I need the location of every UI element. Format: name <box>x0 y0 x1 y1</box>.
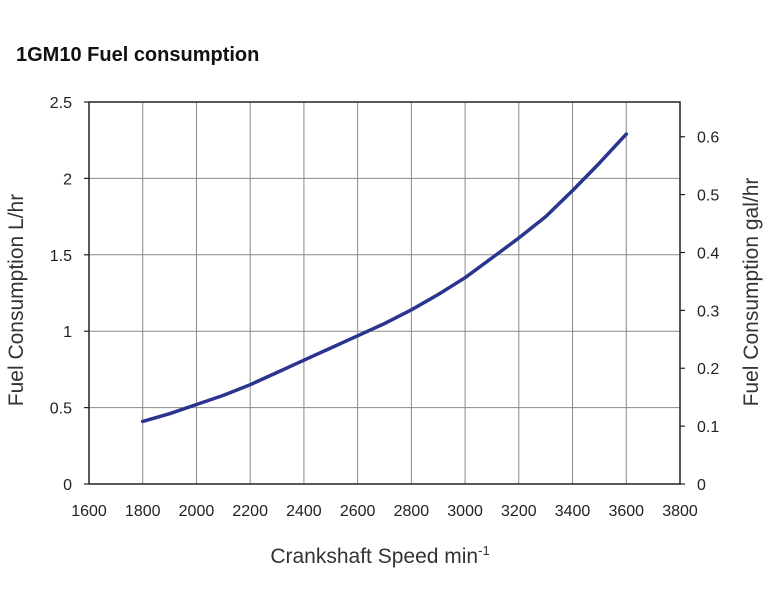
y-right-axis-ticks: 0 0.1 0.2 0.3 0.4 0.5 0.6 <box>697 130 719 494</box>
y-right-tick-label: 0.6 <box>697 130 719 147</box>
grid <box>88 101 681 485</box>
x-axis-ticks: 1600 1800 2000 2200 2400 2600 2800 3000 3200 3400… <box>71 503 698 520</box>
x-tick-label: 1800 <box>125 503 161 520</box>
plot-frame <box>84 101 685 485</box>
x-tick-label: 2800 <box>394 503 430 520</box>
x-tick-label: 2400 <box>286 503 322 520</box>
y-right-axis-label: Fuel Consumption gal/hr <box>740 178 763 407</box>
y-left-tick-label: 2.5 <box>50 95 72 112</box>
x-tick-label: 3800 <box>662 503 698 520</box>
y-right-tick-label: 0.5 <box>697 188 719 205</box>
x-tick-label: 3400 <box>555 503 591 520</box>
x-tick-label: 2600 <box>340 503 376 520</box>
y-left-tick-label: 1.5 <box>50 248 72 265</box>
chart-title: 1GM10 Fuel consumption <box>16 44 260 66</box>
y-left-tick-label: 0.5 <box>50 401 72 418</box>
x-axis-label: Crankshaft Speed min-1 <box>270 543 489 568</box>
x-tick-label: 2200 <box>232 503 268 520</box>
plot-border <box>88 101 681 485</box>
y-left-tick-label: 0 <box>63 477 72 494</box>
y-right-tick-label: 0.1 <box>697 419 719 436</box>
y-left-tick-label: 2 <box>63 171 72 188</box>
x-tick-label: 2000 <box>179 503 215 520</box>
y-right-tick-label: 0 <box>697 477 706 494</box>
y-right-tick-label: 0.3 <box>697 303 719 320</box>
y-right-tick-label: 0.4 <box>697 245 719 262</box>
x-tick-label: 3000 <box>447 503 483 520</box>
y-left-axis-ticks: 0 0.5 1 1.5 2 2.5 <box>50 95 72 494</box>
y-right-tick-label: 0.2 <box>697 361 719 378</box>
x-tick-label: 3200 <box>501 503 537 520</box>
y-left-tick-label: 1 <box>63 324 72 341</box>
y-left-axis-label: Fuel Consumption L/hr <box>5 194 28 406</box>
x-tick-label: 1600 <box>71 503 107 520</box>
x-tick-label: 3600 <box>608 503 644 520</box>
series-line <box>140 132 629 424</box>
series-layer <box>140 132 629 424</box>
